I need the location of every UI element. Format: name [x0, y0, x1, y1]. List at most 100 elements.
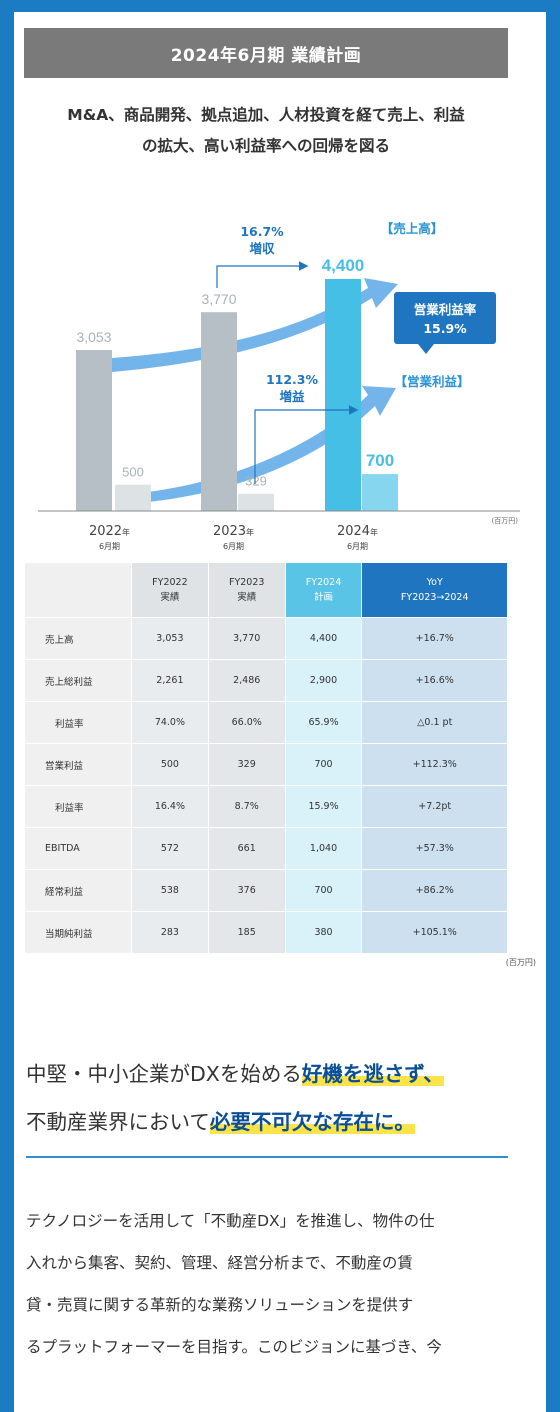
table-cell: 283 — [132, 912, 208, 953]
header-line: 計画 — [314, 592, 334, 603]
header-line: FY2023 — [228, 577, 265, 588]
table-unit-note: (百万円) — [505, 958, 536, 967]
x-axis-sub-label: 6月期 — [99, 542, 120, 551]
lead-headline: 中堅・中小企業がDXを始める好機を逃さず、 不動産業界において必要不可欠な存在に… — [26, 1050, 516, 1146]
table-cell: 3,770 — [208, 618, 285, 659]
table-cell: +105.1% — [362, 912, 507, 953]
header-line: 実績 — [160, 592, 180, 603]
header-line: 実績 — [237, 592, 257, 603]
table-cell: +16.6% — [362, 660, 507, 701]
table-cell: 利益率 — [25, 786, 131, 827]
x-axis-year-suffix: 年 — [246, 527, 254, 537]
profit-value-label: 500 — [122, 465, 144, 480]
bar-sales-2022 — [76, 350, 112, 511]
table-header-cell: YoY FY2023→2024 — [362, 563, 507, 617]
lead-line-2-highlight: 必要不可欠な存在に。 — [209, 1110, 415, 1134]
margin-callout-tail — [418, 344, 434, 354]
section-subtitle: M&A、商品開発、拠点追加、人材投資を経て売上、利益 の拡大、高い利益率への回帰… — [20, 100, 512, 162]
header-line: FY2022 — [152, 577, 188, 588]
table-row: EBITDA 572 661 1,040 +57.3% — [25, 828, 507, 869]
labels-group: 3,053 500 2022年 6月期 3,770 329 2023年 6月期 4,400 700… — [38, 221, 520, 551]
bar-sales-2024 — [325, 279, 361, 511]
section-banner: 2024年6月期 業績計画 — [24, 28, 508, 78]
table-cell: +7.2pt — [362, 786, 507, 827]
table-body: 売上高 3,053 3,770 4,400 +16.7% 売上総利益 2,261 2,486 2… — [25, 618, 507, 953]
x-axis-year-label: 2022年 — [89, 524, 130, 539]
table-cell: 8.7% — [208, 786, 285, 827]
sales-growth-pct: 16.7% — [240, 224, 284, 239]
table-cell: 572 — [132, 828, 208, 869]
margin-callout-label: 営業利益率 — [414, 302, 477, 317]
table-cell: 661 — [208, 828, 285, 869]
subtitle-line-1: M&A、商品開発、拠点追加、人材投資を経て売上、利益 — [67, 106, 465, 124]
subtitle-line-2: の拡大、高い利益率への回帰を図る — [141, 137, 390, 155]
table-cell: 当期純利益 — [25, 912, 131, 953]
table-cell: 利益率 — [25, 702, 131, 743]
table-cell: △0.1 pt — [362, 702, 507, 743]
sales-growth-word: 増収 — [249, 241, 275, 256]
bar-profit-2023 — [238, 493, 274, 511]
table-cell: 380 — [285, 912, 362, 953]
table-header-cell: FY2022 実績 — [132, 563, 208, 617]
table-cell: +57.3% — [362, 828, 507, 869]
table-cell: 15.9% — [285, 786, 362, 827]
body-line: 貸・売買に関する革新的な業務ソリューションを提供す — [26, 1296, 414, 1314]
profit-value-label: 329 — [245, 474, 267, 489]
table-header-row: FY2022 実績 FY2023 実績 FY2024 計画 YoY FY2023→2024 — [25, 563, 507, 617]
table-cell: 2,486 — [208, 660, 285, 701]
table-cell: 16.4% — [132, 786, 208, 827]
legend-op-profit: 【営業利益】 — [394, 374, 469, 389]
table-cell: 376 — [208, 870, 285, 911]
sales-growth-pointer — [216, 261, 309, 288]
legend-sales: 【売上高】 — [381, 221, 444, 236]
table-header-cell: FY2023 実績 — [208, 563, 285, 617]
table-cell: 74.0% — [132, 702, 208, 743]
body-line: るプラットフォーマーを目指す。このビジョンに基づき、今 — [26, 1338, 442, 1356]
header-line: YoY — [426, 577, 443, 588]
lead-line-1: 中堅・中小企業がDXを始める好機を逃さず、 — [26, 1050, 516, 1098]
body-line: テクノロジーを活用して「不動産DX」を推進し、物件の仕 — [26, 1212, 435, 1230]
table-cell: +112.3% — [362, 744, 507, 785]
margin-callout-box — [394, 292, 496, 344]
table-cell: 4,400 — [285, 618, 362, 659]
table-cell: 2,261 — [132, 660, 208, 701]
table-cell: EBITDA — [25, 828, 131, 869]
x-axis-year-label: 2024年 — [337, 524, 378, 539]
sales-value-label: 4,400 — [322, 256, 365, 275]
profit-value-label: 700 — [366, 451, 394, 470]
table-cell: 営業利益 — [25, 744, 131, 785]
body-line: 入れから集客、契約、管理、経営分析まで、不動産の賃 — [26, 1254, 413, 1272]
table-cell: +86.2% — [362, 870, 507, 911]
profit-growth-pointer — [254, 405, 359, 484]
profit-growth-word: 増益 — [279, 389, 305, 404]
sales-growth-arrow — [112, 278, 398, 372]
table-cell: 売上高 — [25, 618, 131, 659]
x-axis-sub-label: 6月期 — [223, 542, 244, 551]
header-line: FY2023→2024 — [400, 592, 469, 603]
table-header-cell: FY2024 計画 — [285, 563, 362, 617]
table-row: 売上高 3,053 3,770 4,400 +16.7% — [25, 618, 507, 659]
table-row: 経常利益 538 376 700 +86.2% — [25, 870, 507, 911]
table-row: 利益率 74.0% 66.0% 65.9% △0.1 pt — [25, 702, 507, 743]
table-cell: 500 — [132, 744, 208, 785]
table-cell: 売上総利益 — [25, 660, 131, 701]
x-axis-sub-label: 6月期 — [347, 542, 368, 551]
header-line: FY2024 — [305, 577, 342, 588]
x-axis-year-label: 2023年 — [213, 524, 254, 539]
body-paragraph: テクノロジーを活用して「不動産DX」を推進し、物件の仕 入れから集客、契約、管理… — [26, 1200, 516, 1368]
table-cell: 65.9% — [285, 702, 362, 743]
table-row: 営業利益 500 329 700 +112.3% — [25, 744, 507, 785]
bars-group — [76, 279, 398, 511]
table-cell: 3,053 — [132, 618, 208, 659]
x-axis-year-suffix: 年 — [122, 527, 130, 537]
x-axis-year-suffix: 年 — [370, 527, 378, 537]
profit-growth-pct: 112.3% — [266, 372, 319, 387]
margin-callout-value: 15.9% — [423, 321, 467, 336]
table-cell: 700 — [285, 744, 362, 785]
profit-growth-arrow — [148, 386, 396, 502]
table-row: 売上総利益 2,261 2,486 2,900 +16.6% — [25, 660, 507, 701]
lead-line-2: 不動産業界において必要不可欠な存在に。 — [26, 1098, 516, 1146]
table-header-cell — [25, 563, 131, 617]
table-cell: 経常利益 — [25, 870, 131, 911]
table-cell: 185 — [208, 912, 285, 953]
